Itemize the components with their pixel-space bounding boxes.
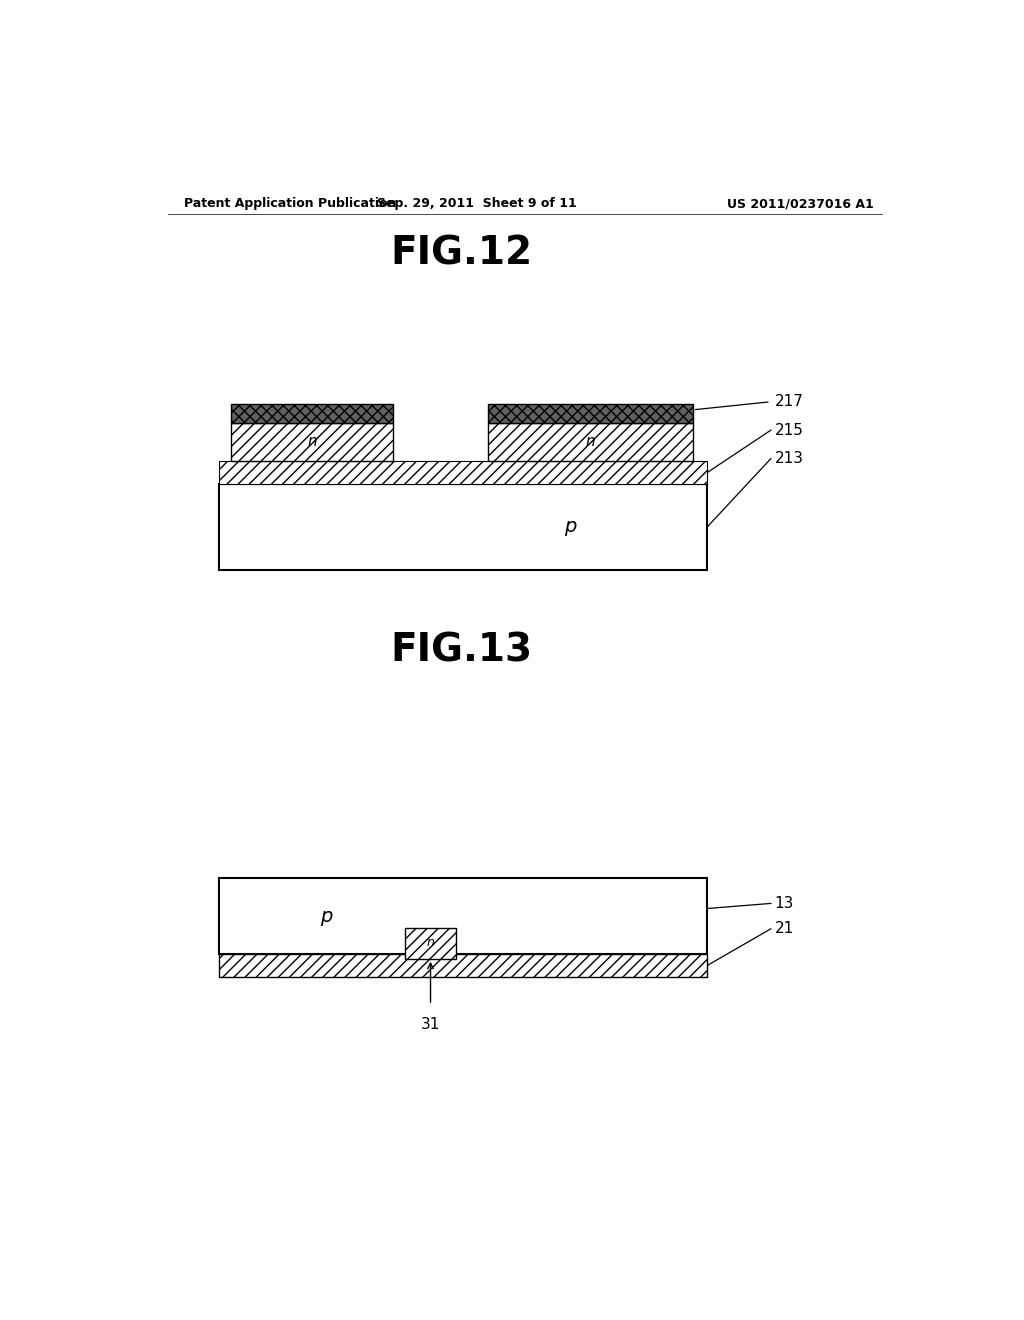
Bar bbox=[219, 954, 708, 977]
Text: n: n bbox=[307, 434, 316, 450]
Text: FIG.13: FIG.13 bbox=[390, 631, 532, 669]
Bar bbox=[219, 878, 708, 954]
Text: Patent Application Publication: Patent Application Publication bbox=[183, 197, 396, 210]
Text: 31: 31 bbox=[421, 1018, 440, 1032]
Text: FIG.12: FIG.12 bbox=[390, 235, 532, 273]
Text: p: p bbox=[321, 907, 333, 925]
Bar bbox=[404, 928, 457, 958]
Text: 21: 21 bbox=[775, 921, 794, 936]
Bar bbox=[219, 461, 708, 483]
Bar bbox=[231, 422, 392, 461]
Bar bbox=[219, 483, 708, 570]
Bar bbox=[231, 404, 392, 422]
Text: 13: 13 bbox=[775, 896, 795, 911]
Bar bbox=[487, 422, 692, 461]
Text: n: n bbox=[586, 434, 595, 450]
Text: 213: 213 bbox=[775, 451, 804, 466]
Text: US 2011/0237016 A1: US 2011/0237016 A1 bbox=[727, 197, 873, 210]
Text: p: p bbox=[564, 517, 577, 536]
Bar bbox=[487, 404, 692, 422]
Text: n: n bbox=[427, 936, 434, 949]
Text: 215: 215 bbox=[775, 422, 804, 438]
Text: Sep. 29, 2011  Sheet 9 of 11: Sep. 29, 2011 Sheet 9 of 11 bbox=[377, 197, 578, 210]
Text: 217: 217 bbox=[775, 395, 804, 409]
